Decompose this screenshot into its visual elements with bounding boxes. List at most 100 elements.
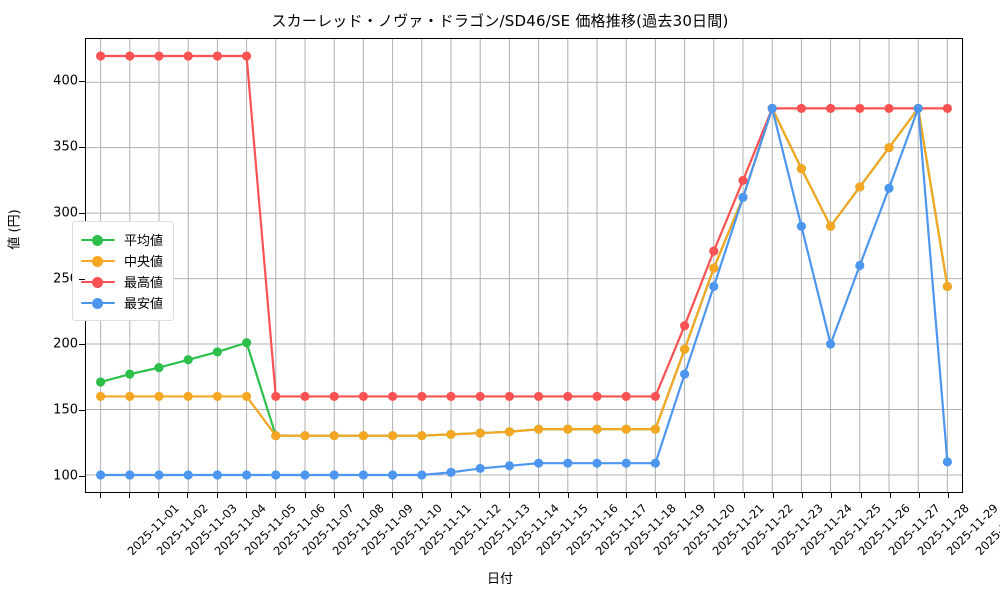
data-point-marker [650, 424, 660, 434]
data-point-marker [300, 431, 310, 441]
x-axis-tick-mark [99, 493, 101, 498]
legend-marker-dot [92, 297, 103, 309]
y-axis-tick-label: 300 [53, 205, 78, 221]
data-point-marker [767, 103, 777, 113]
data-point-marker [942, 281, 952, 292]
data-point-marker [650, 458, 660, 468]
data-point-marker [417, 470, 427, 480]
data-point-marker [475, 463, 485, 474]
data-point-marker [125, 51, 135, 61]
data-point-marker [329, 391, 339, 402]
x-axis-tick-mark [948, 493, 950, 498]
series-line-3 [99, 54, 949, 398]
legend-marker-dot [92, 255, 103, 267]
data-point-marker [738, 175, 748, 185]
data-point-marker [504, 461, 514, 471]
y-axis-tick-mark [79, 475, 85, 477]
data-point-marker [504, 427, 514, 437]
data-point-marker [212, 470, 222, 480]
data-point-marker [826, 339, 836, 349]
x-axis-tick-mark [480, 493, 482, 498]
series-line-4 [99, 107, 949, 477]
data-point-marker [855, 103, 865, 113]
data-point-marker [680, 344, 690, 354]
legend-item-2[interactable]: 中央値 [81, 250, 163, 271]
legend-label: 最高値 [124, 276, 164, 291]
data-point-marker [884, 103, 894, 113]
y-axis-tick-label: 350 [53, 139, 78, 155]
data-point-marker [96, 470, 106, 480]
data-point-marker [417, 431, 427, 441]
x-axis-tick-mark [158, 493, 160, 498]
legend-item-3[interactable]: 最高値 [81, 271, 163, 292]
y-axis-tick-label: 100 [53, 468, 78, 484]
data-point-marker [358, 431, 368, 441]
data-point-marker [884, 183, 894, 193]
data-point-marker [680, 321, 690, 331]
x-axis-tick-mark [450, 493, 452, 498]
x-axis-tick-mark [245, 493, 247, 498]
y-axis-tick-mark [79, 212, 85, 214]
y-axis-tick-label: 400 [53, 73, 78, 89]
x-axis-tick-mark [538, 493, 540, 498]
x-axis-tick-mark [128, 493, 130, 498]
data-point-marker [680, 369, 690, 379]
data-point-marker [183, 391, 193, 402]
legend-marker-dot [92, 234, 103, 246]
y-axis-tick-mark [79, 147, 85, 149]
data-point-marker [563, 458, 573, 468]
x-axis-tick-mark [509, 493, 511, 498]
data-point-marker [358, 391, 368, 402]
data-point-marker [796, 221, 806, 231]
y-axis-label: 値 (円) [7, 209, 23, 250]
x-axis-tick-mark [831, 493, 833, 498]
data-point-marker [388, 470, 398, 480]
legend-item-1[interactable]: 平均値 [81, 229, 163, 250]
data-point-marker [125, 391, 135, 402]
data-point-marker [154, 51, 164, 61]
plot-area [85, 38, 963, 493]
series-lines [96, 51, 952, 480]
data-point-marker [592, 458, 602, 468]
data-point-marker [913, 103, 923, 113]
data-point-marker [388, 391, 398, 402]
y-axis-tick-label: 200 [53, 336, 78, 352]
data-point-marker [183, 470, 193, 480]
x-axis-tick-mark [655, 493, 657, 498]
x-axis-tick-mark [187, 493, 189, 498]
data-point-marker [709, 263, 719, 273]
data-point-marker [358, 470, 368, 480]
data-point-marker [183, 51, 193, 61]
x-axis-tick-mark [889, 493, 891, 498]
data-point-marker [271, 431, 281, 441]
data-point-marker [446, 391, 456, 402]
data-point-marker [534, 391, 544, 402]
data-point-marker [446, 429, 456, 439]
data-point-marker [212, 347, 222, 357]
y-axis-tick-mark [79, 81, 85, 83]
x-axis-tick-mark [275, 493, 277, 498]
x-axis-label: 日付 [486, 572, 513, 587]
data-point-marker [475, 428, 485, 438]
data-point-marker [826, 103, 836, 113]
legend-label: 平均値 [124, 234, 164, 249]
x-axis-tick-mark [860, 493, 862, 498]
y-axis-tick-label: 150 [53, 402, 78, 418]
x-axis-tick-mark [714, 493, 716, 498]
x-axis-tick-mark [216, 493, 218, 498]
data-point-marker [855, 260, 865, 271]
data-point-marker [855, 182, 865, 192]
x-axis-tick-mark [392, 493, 394, 498]
data-point-marker [212, 391, 222, 402]
data-point-marker [271, 391, 281, 402]
legend-label: 最安値 [124, 297, 164, 312]
chart-legend: 平均値 中央値最高値最安値 [72, 221, 175, 321]
data-point-marker [300, 470, 310, 480]
data-point-marker [738, 192, 748, 203]
x-axis-tick-labels: 2025-11-01 2025-11-02 2025-11-03 2025-11-04… [85, 493, 1000, 593]
data-point-marker [942, 457, 952, 467]
chart-title: スカーレッド・ノヴァ・ドラゴン/SD46/SE 価格推移(過去30日間) [271, 12, 729, 30]
legend-item-4[interactable]: 最安値 [81, 292, 163, 313]
data-point-marker [621, 391, 631, 402]
data-point-marker [329, 431, 339, 441]
